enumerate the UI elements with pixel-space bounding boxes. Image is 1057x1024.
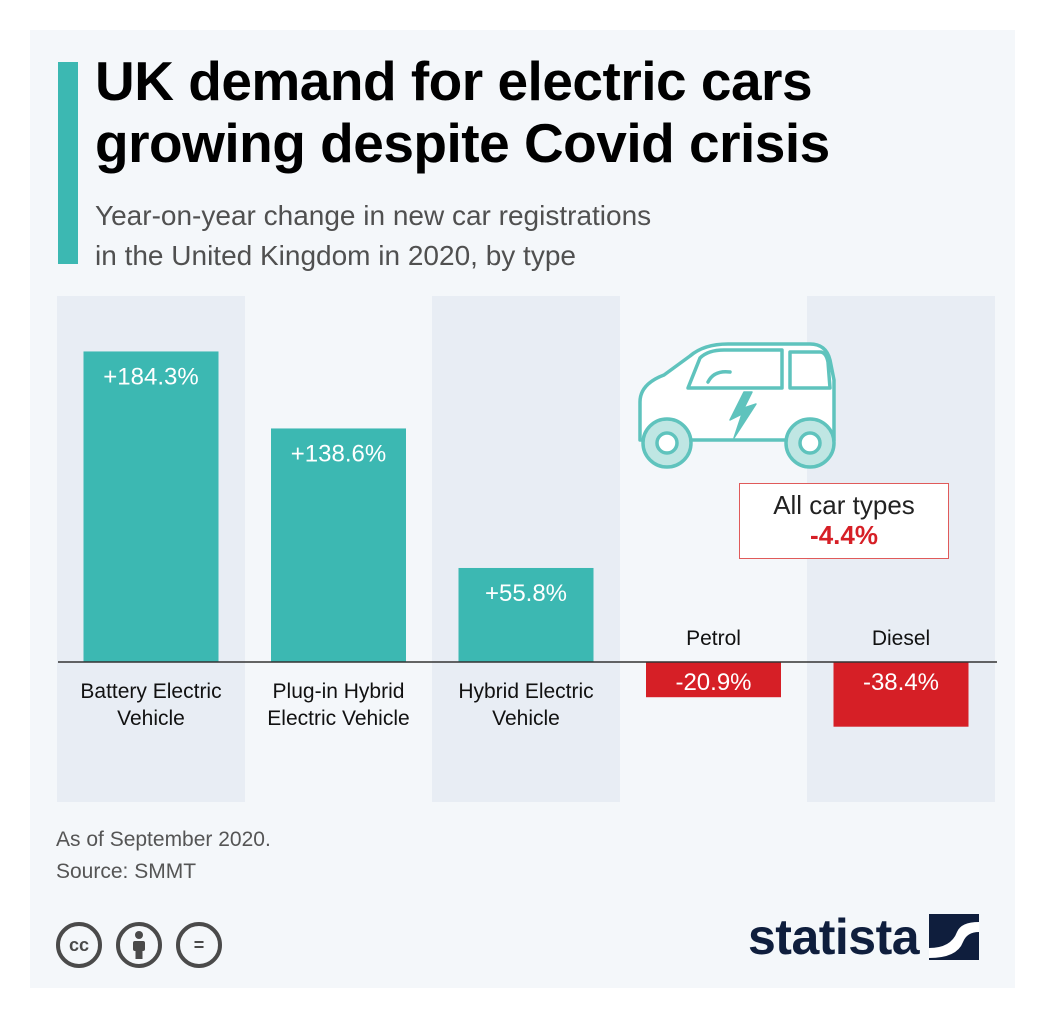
category-label-plug-in-hybrid-electric-vehicle: Plug-in Hybrid — [273, 680, 405, 703]
category-label-diesel: Diesel — [872, 627, 930, 650]
statista-wordmark: statista — [748, 909, 920, 965]
statista-logo-icon — [929, 914, 980, 960]
bar-battery-electric-vehicle — [83, 351, 219, 662]
value-label-battery-electric-vehicle: +184.3% — [103, 363, 198, 390]
all-car-types-label: All car types — [773, 490, 915, 520]
value-label-plug-in-hybrid-electric-vehicle: +138.6% — [291, 440, 386, 467]
license-icons: cc = — [56, 922, 222, 968]
category-label-hybrid-electric-vehicle: Hybrid Electric — [458, 680, 593, 703]
labels: +184.3% Battery Electric Vehicle +138.6% Plu… — [80, 363, 939, 730]
chart-subtitle: Year-on-year change in new car registrat… — [95, 200, 652, 271]
value-label-petrol: -20.9% — [675, 669, 751, 696]
category-label-petrol: Petrol — [686, 627, 741, 650]
bars — [83, 351, 969, 727]
all-car-types-callout: All car types -4.4% — [739, 483, 949, 559]
statista-brand[interactable]: statista — [748, 908, 980, 966]
bar-petrol — [646, 662, 781, 698]
value-label-hybrid-electric-vehicle: +55.8% — [485, 580, 567, 607]
band-hybrid-electric-vehicle — [432, 296, 620, 802]
category-label-battery-electric-vehicle-line2: Vehicle — [117, 707, 185, 730]
title-accent-bar — [58, 62, 78, 264]
no-derivatives-icon[interactable]: = — [176, 922, 222, 968]
bar-hybrid-electric-vehicle — [458, 567, 594, 662]
category-label-battery-electric-vehicle: Battery Electric — [80, 680, 221, 703]
chart-title: UK demand for electric cars growing desp… — [95, 50, 830, 174]
attribution-icon[interactable] — [116, 922, 162, 968]
source-note: As of September 2020. Source: SMMT — [56, 828, 271, 883]
all-car-types-value: -4.4% — [810, 520, 878, 550]
electric-car-icon — [638, 342, 836, 469]
category-label-plug-in-hybrid-electric-vehicle-line2: Electric Vehicle — [267, 707, 409, 730]
category-label-hybrid-electric-vehicle-line2: Vehicle — [492, 707, 560, 730]
creative-commons-icon[interactable]: cc — [56, 922, 102, 968]
bar-plug-in-hybrid-electric-vehicle — [271, 428, 406, 662]
bar-diesel — [833, 662, 969, 727]
value-label-diesel: -38.4% — [863, 669, 939, 696]
